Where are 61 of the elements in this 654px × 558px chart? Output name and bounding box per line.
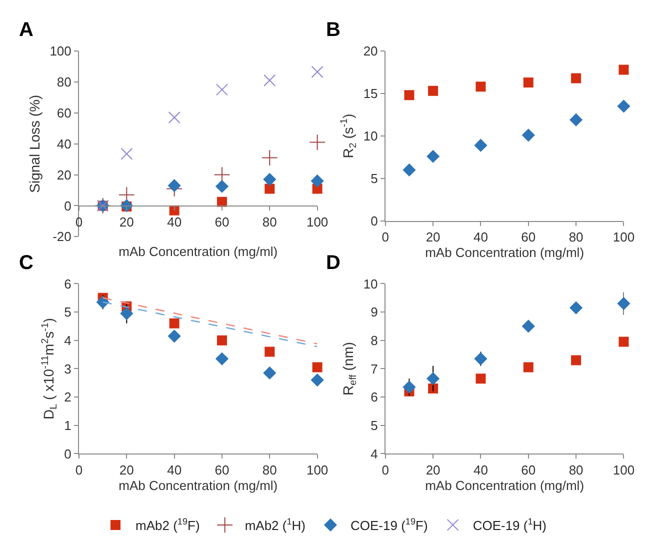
legend-label: COE-19 ($^{19}$F) [350, 516, 428, 534]
x-tick-label: 100 [306, 214, 328, 230]
y-tick-label: 40 [56, 136, 72, 152]
y-tick-label: 7 [370, 361, 378, 376]
y-tick-label: 60 [56, 105, 72, 120]
x-tick-label: 20 [426, 462, 440, 478]
y-tick-label: -20 [52, 229, 72, 244]
x-tick-label: 100 [612, 462, 635, 478]
x-tick-label: 60 [214, 462, 230, 478]
y-tick-label: 4 [64, 332, 72, 348]
x-tick-label: 60 [521, 230, 536, 245]
x-tick-label: 20 [426, 230, 440, 245]
y-tick-label: 0 [64, 446, 72, 462]
y-tick-label: 6 [64, 276, 72, 292]
x-axis-title: mAb Concentration (mg/ml) [425, 245, 584, 260]
y-tick-label: 20 [56, 167, 72, 182]
legend-label: COE-19 ($^{1}$H) [472, 516, 546, 534]
x-tick-label: 0 [382, 230, 390, 245]
x-tick-label: 40 [473, 230, 488, 245]
y-tick-label: 1 [64, 418, 72, 433]
x-tick-label: 0 [75, 462, 83, 478]
y-tick-label: 20 [363, 44, 378, 59]
y-tick-label: 0 [64, 198, 72, 214]
x-tick-label: 80 [568, 230, 584, 245]
y-tick-label: 8 [370, 332, 378, 348]
chart-title: A [19, 19, 34, 41]
x-tick-label: 80 [262, 214, 277, 230]
x-axis-title: mAb Concentration (mg/ml) [425, 478, 584, 493]
y-tick-label: 3 [64, 361, 72, 376]
y-tick-label: 5 [370, 171, 378, 186]
x-axis-title: mAb Concentration (mg/ml) [118, 478, 278, 493]
x-tick-label: 20 [119, 462, 134, 478]
x-tick-label: 100 [612, 230, 635, 245]
x-tick-label: 60 [214, 214, 230, 230]
y-tick-label: 100 [50, 44, 72, 59]
y-axis-title: Signal Loss (%) [26, 94, 42, 193]
x-tick-label: 100 [306, 462, 328, 478]
y-tick-label: 15 [363, 86, 378, 102]
y-tick-label: 10 [363, 276, 378, 292]
x-tick-label: 20 [119, 214, 134, 230]
x-tick-label: 60 [521, 462, 536, 478]
legend-label: mAb2 ($^{1}$H) [244, 516, 306, 534]
y-tick-label: 5 [64, 304, 72, 320]
y-tick-label: 4 [370, 446, 378, 462]
y-tick-label: 10 [363, 128, 378, 144]
x-tick-label: 40 [167, 214, 182, 230]
y-tick-label: 6 [370, 390, 378, 405]
x-tick-label: 80 [568, 462, 584, 478]
x-tick-label: 80 [262, 462, 277, 478]
x-axis-title: mAb Concentration (mg/ml) [118, 244, 278, 259]
chart-title: B [326, 19, 340, 41]
x-tick-label: 0 [382, 462, 390, 478]
legend-label: mAb2 ($^{19}$F) [136, 516, 200, 534]
x-tick-label: 40 [167, 462, 182, 478]
x-tick-label: 40 [473, 462, 488, 478]
y-tick-label: 5 [370, 418, 378, 433]
y-tick-label: 80 [56, 74, 72, 90]
y-tick-label: 2 [64, 390, 72, 405]
chart-title: C [19, 252, 34, 274]
chart-title: D [326, 252, 340, 274]
y-tick-label: 9 [370, 304, 378, 320]
